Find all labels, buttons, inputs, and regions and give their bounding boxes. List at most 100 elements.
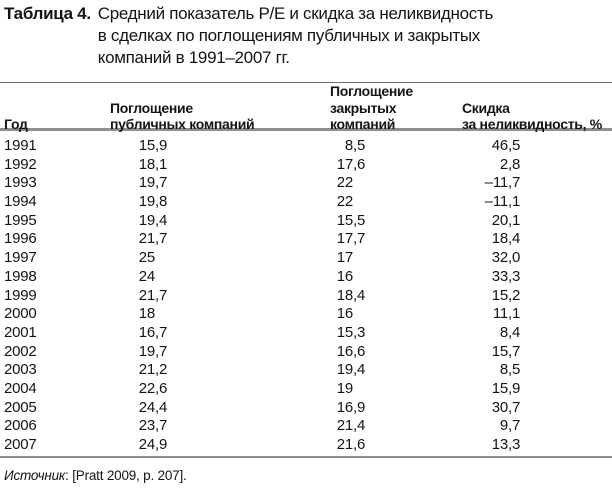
value-decimal-part: ,7 <box>155 174 168 192</box>
private-pe-cell: 16,9 <box>330 399 462 418</box>
year-cell: 1996 <box>4 230 37 248</box>
value-decimal-part: ,2 <box>508 286 521 304</box>
discount-cell: 8,4 <box>462 324 612 343</box>
value-integer-part: 25 <box>138 249 155 267</box>
value-integer-part: 17 <box>336 155 353 173</box>
value-integer-part: 16 <box>336 267 353 285</box>
table-row: 1994 19,8 22 –11,1 <box>0 193 612 212</box>
value-integer-part: 9 <box>499 417 508 435</box>
value-integer-part: 15 <box>138 137 155 154</box>
value-decimal-part: ,7 <box>155 286 168 304</box>
value-integer-part: 21 <box>336 436 353 453</box>
year-cell: 1997 <box>4 249 37 267</box>
value-decimal-part: ,1 <box>508 193 521 211</box>
value-decimal-part: ,7 <box>508 174 521 192</box>
value-integer-part: 30 <box>491 398 508 416</box>
value-decimal-part: ,0 <box>508 249 521 267</box>
value-integer-part: 24 <box>138 267 155 285</box>
value-decimal-part: ,3 <box>508 267 521 285</box>
private-pe-cell: 15,3 <box>330 324 462 343</box>
value-decimal-part: ,7 <box>508 417 521 435</box>
discount-cell: 13,3 <box>462 436 612 455</box>
year-cell: 2007 <box>4 436 37 453</box>
private-pe-cell: 19,4 <box>330 361 462 380</box>
private-pe-cell: 18,4 <box>330 287 462 306</box>
value-decimal-part: ,1 <box>508 305 521 323</box>
value-decimal-part: ,6 <box>155 379 168 397</box>
discount-cell: 9,7 <box>462 417 612 436</box>
header-private-acquisitions: Поглощение закрытых компаний <box>330 83 413 132</box>
table-row: 2003 21,2 19,4 8,5 <box>0 361 612 380</box>
public-pe-cell: 21,7 <box>110 230 330 249</box>
value-integer-part: 8 <box>499 323 508 341</box>
public-pe-cell: 19,4 <box>110 212 330 231</box>
value-integer-part: 22 <box>138 379 155 397</box>
value-integer-part: 19 <box>138 211 155 229</box>
value-decimal-part <box>353 380 379 399</box>
table-row: 1996 21,7 17,7 18,4 <box>0 230 612 249</box>
private-pe-cell: 21,6 <box>330 436 462 455</box>
year-cell: 1991 <box>4 137 37 154</box>
value-integer-part: 17 <box>336 249 353 267</box>
year-cell: 1992 <box>4 155 37 173</box>
source-note: Источник: [Pratt 2009, p. 207]. <box>4 468 187 484</box>
table-title-label: Таблица 4. <box>4 4 91 23</box>
discount-cell: –11,1 <box>462 193 612 212</box>
value-decimal-part: ,6 <box>353 155 366 173</box>
value-decimal-part: ,7 <box>155 417 168 435</box>
private-pe-cell: 16 <box>330 305 462 324</box>
value-integer-part: 19 <box>138 174 155 192</box>
value-decimal-part <box>155 268 181 287</box>
private-pe-cell: 15,5 <box>330 212 462 231</box>
value-integer-part: –11 <box>484 174 509 192</box>
table-row: 2006 23,7 21,4 9,7 <box>0 417 612 436</box>
table-title-text: Средний показатель P/E и скидка за нелик… <box>97 4 494 67</box>
header-public-acquisitions: Поглощение публичных компаний <box>110 99 255 133</box>
value-decimal-part: ,1 <box>508 211 521 229</box>
value-integer-part: 16 <box>336 305 353 323</box>
value-decimal-part: ,4 <box>508 230 521 248</box>
value-integer-part: 18 <box>336 286 353 304</box>
value-decimal-part: ,7 <box>508 342 521 360</box>
private-pe-cell: 8,5 <box>330 137 462 156</box>
year-cell: 1994 <box>4 193 37 211</box>
value-decimal-part: ,5 <box>508 361 521 379</box>
value-integer-part: 13 <box>491 436 508 453</box>
value-decimal-part <box>353 193 379 212</box>
table-body: 1991 15,9 8,5 46,5 1992 18,1 17,6 2,8 1993 19,7 22… <box>0 137 612 455</box>
public-pe-cell: 22,6 <box>110 380 330 399</box>
private-pe-cell: 22 <box>330 174 462 193</box>
value-decimal-part: ,5 <box>508 137 521 154</box>
value-integer-part: 21 <box>336 417 353 435</box>
discount-cell: 18,4 <box>462 230 612 249</box>
value-decimal-part: ,4 <box>353 417 366 435</box>
value-decimal-part: ,1 <box>155 155 168 173</box>
private-pe-cell: 17 <box>330 249 462 268</box>
value-decimal-part: ,8 <box>508 155 521 173</box>
value-decimal-part: ,5 <box>353 211 366 229</box>
discount-cell: 30,7 <box>462 399 612 418</box>
table-row: 2005 24,4 16,9 30,7 <box>0 399 612 418</box>
year-cell: 1995 <box>4 211 37 229</box>
value-decimal-part: ,7 <box>155 323 168 341</box>
public-pe-cell: 23,7 <box>110 417 330 436</box>
public-pe-cell: 19,7 <box>110 174 330 193</box>
discount-cell: 32,0 <box>462 249 612 268</box>
table-row: 1992 18,1 17,6 2,8 <box>0 156 612 175</box>
value-integer-part: 18 <box>138 305 155 323</box>
value-integer-part: 22 <box>336 193 353 211</box>
private-pe-cell: 16,6 <box>330 343 462 362</box>
table-row: 2001 16,7 15,3 8,4 <box>0 324 612 343</box>
value-decimal-part: ,7 <box>353 230 366 248</box>
value-integer-part: 21 <box>138 230 155 248</box>
table-row: 1991 15,9 8,5 46,5 <box>0 137 612 156</box>
value-integer-part: 16 <box>336 342 353 360</box>
discount-cell: 2,8 <box>462 156 612 175</box>
table-header-row: Год Поглощение публичных компаний Поглощ… <box>0 82 612 133</box>
value-integer-part: 15 <box>491 286 508 304</box>
value-integer-part: 23 <box>138 417 155 435</box>
discount-cell: 11,1 <box>462 305 612 324</box>
value-integer-part: 15 <box>491 342 508 360</box>
table-row: 2000 18 16 11,1 <box>0 305 612 324</box>
public-pe-cell: 24 <box>110 268 330 287</box>
